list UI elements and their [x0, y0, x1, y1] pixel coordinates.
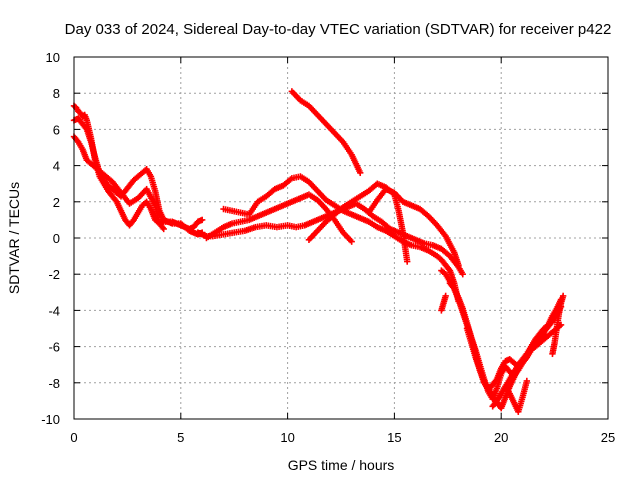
- x-tick-label: 10: [280, 430, 294, 445]
- y-tick-label: 0: [53, 231, 60, 246]
- y-tick-label: -10: [41, 412, 60, 427]
- chart-title: Day 033 of 2024, Sidereal Day-to-day VTE…: [65, 21, 612, 38]
- y-tick-label: 8: [53, 86, 60, 101]
- grid-lines: [74, 57, 608, 419]
- y-tick-label: 4: [53, 159, 60, 174]
- y-tick-label: 6: [53, 122, 60, 137]
- y-tick-label: -2: [48, 267, 60, 282]
- data-point: [160, 225, 167, 233]
- data-point: [357, 169, 364, 177]
- data-point: [523, 377, 531, 385]
- data-point: [198, 216, 206, 224]
- x-tick-label: 0: [70, 430, 77, 445]
- data-point: [404, 258, 411, 265]
- x-tick-label: 25: [601, 430, 615, 445]
- y-tick-label: -4: [48, 303, 60, 318]
- data-point: [459, 271, 466, 278]
- x-tick-label: 5: [177, 430, 184, 445]
- y-axis-label: SDTVAR / TECUs: [6, 182, 22, 294]
- data-point: [442, 292, 449, 300]
- x-axis-label: GPS time / hours: [288, 457, 395, 473]
- x-tick-label: 20: [494, 430, 508, 445]
- data-points: [70, 88, 567, 415]
- data-point: [455, 261, 462, 269]
- y-tick-label: 10: [46, 50, 60, 65]
- data-point: [348, 238, 355, 245]
- y-tick-label: 2: [53, 195, 60, 210]
- x-axis-tick-labels: 0 5 10 15 20 25: [70, 430, 615, 445]
- y-axis-tick-labels: -10 -8 -6 -4 -2 0 2 4 6 8 10: [41, 50, 60, 427]
- x-tick-label: 15: [387, 430, 401, 445]
- y-tick-label: -6: [48, 340, 60, 355]
- data-point: [559, 292, 567, 300]
- y-tick-label: -8: [48, 376, 60, 391]
- axis-ticks: [73, 56, 609, 420]
